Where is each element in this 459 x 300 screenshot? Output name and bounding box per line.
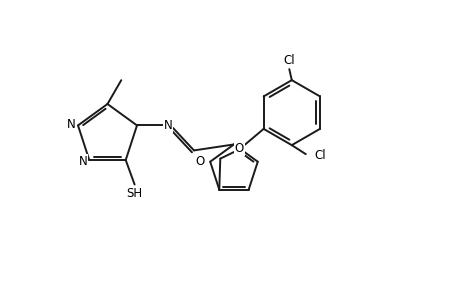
Text: O: O [195,155,204,168]
Text: O: O [234,142,243,155]
Text: Cl: Cl [314,148,326,162]
Text: N: N [67,118,76,131]
Text: Cl: Cl [283,54,295,67]
Text: SH: SH [126,187,142,200]
Text: N: N [78,154,87,168]
Text: N: N [163,119,172,132]
